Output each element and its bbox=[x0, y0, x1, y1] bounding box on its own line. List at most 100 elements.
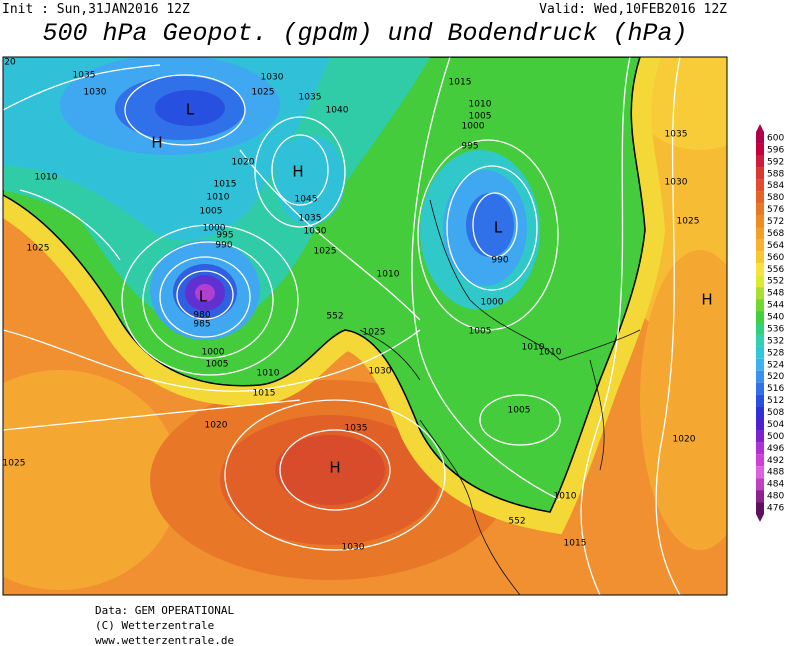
colorbar-label: 584 bbox=[767, 181, 784, 191]
contour-label: 1010 bbox=[554, 492, 577, 502]
colorbar-swatch bbox=[756, 382, 764, 395]
colorbar-label: 536 bbox=[767, 324, 784, 334]
colorbar-swatch bbox=[756, 358, 764, 371]
contour-label: 1030 bbox=[665, 178, 688, 188]
colorbar-swatch bbox=[756, 191, 764, 204]
colorbar-swatch bbox=[756, 227, 764, 240]
contour-label: 1010 bbox=[539, 348, 562, 358]
contour-label: 1005 bbox=[206, 360, 229, 370]
colorbar-label: 488 bbox=[767, 468, 784, 478]
contour-label: 1010 bbox=[377, 270, 400, 280]
colorbar-swatch bbox=[756, 143, 764, 156]
colorbar-swatch bbox=[756, 203, 764, 216]
colorbar-swatch bbox=[756, 132, 764, 144]
contour-label: 552 bbox=[508, 517, 525, 527]
colorbar-swatch bbox=[756, 490, 764, 503]
footer-line: Data: GEM OPERATIONAL bbox=[95, 604, 234, 617]
contour-label: 1025 bbox=[252, 88, 275, 98]
contour-label: 1025 bbox=[363, 328, 386, 338]
contour-label: 990 bbox=[491, 256, 508, 266]
init-time: Init : Sun,31JAN2016 12Z bbox=[2, 2, 190, 17]
contour-label: 20 bbox=[4, 58, 16, 68]
colorbar-label: 532 bbox=[767, 336, 784, 346]
contour-label: 1020 bbox=[205, 421, 228, 431]
colorbar-label: 544 bbox=[767, 301, 784, 311]
colorbar-label: 512 bbox=[767, 396, 784, 406]
contour-label: 1010 bbox=[35, 173, 58, 183]
contour-label: 995 bbox=[216, 231, 233, 241]
colorbar-label: 528 bbox=[767, 348, 784, 358]
contour-label: 1025 bbox=[314, 247, 337, 257]
contour-label: 1000 bbox=[203, 224, 226, 234]
colorbar-swatch bbox=[756, 239, 764, 252]
colorbar-label: 596 bbox=[767, 145, 784, 155]
contour-label: 1015 bbox=[253, 389, 276, 399]
colorbar-swatch bbox=[756, 406, 764, 419]
colorbar-swatch bbox=[756, 466, 764, 479]
contour-label: 1035 bbox=[299, 214, 322, 224]
contour-label: 1015 bbox=[449, 78, 472, 88]
contour-label: 1035 bbox=[299, 93, 322, 103]
colorbar-label: 576 bbox=[767, 205, 784, 215]
contour-label: 552 bbox=[326, 312, 343, 322]
contour-label: 1025 bbox=[677, 217, 700, 227]
colorbar-swatch bbox=[756, 346, 764, 359]
contour-label: 1010 bbox=[257, 369, 280, 379]
colorbar-label: 484 bbox=[767, 480, 784, 490]
contour-label: 1020 bbox=[673, 435, 696, 445]
colorbar-label: 508 bbox=[767, 408, 784, 418]
contour-label: 1035 bbox=[345, 424, 368, 434]
colorbar-swatch bbox=[756, 502, 764, 514]
contour-label: 1000 bbox=[462, 122, 485, 132]
colorbar-label: 564 bbox=[767, 241, 784, 251]
colorbar-label: 560 bbox=[767, 253, 784, 263]
colorbar-label: 588 bbox=[767, 169, 784, 179]
pressure-center: L bbox=[494, 219, 503, 237]
colorbar-arrow bbox=[756, 124, 764, 132]
contour-label: 990 bbox=[215, 241, 232, 251]
colorbar-label: 548 bbox=[767, 289, 784, 299]
footer-line: www.wetterzentrale.de bbox=[95, 634, 234, 646]
pressure-contours bbox=[3, 57, 681, 595]
pressure-center: H bbox=[329, 459, 340, 477]
contour-label: 1030 bbox=[342, 543, 365, 553]
pressure-center: H bbox=[292, 163, 303, 181]
contour-label: 1030 bbox=[304, 227, 327, 237]
contour-label: 1010 bbox=[469, 100, 492, 110]
colorbar-swatch bbox=[756, 334, 764, 347]
colorbar-label: 552 bbox=[767, 277, 784, 287]
colorbar-label: 496 bbox=[767, 444, 784, 454]
pressure-center: H bbox=[151, 134, 162, 152]
colorbar-swatch bbox=[756, 263, 764, 276]
colorbar-label: 476 bbox=[767, 504, 784, 514]
footer-line: (C) Wetterzentrale bbox=[95, 619, 214, 632]
contour-label: 1000 bbox=[481, 298, 504, 308]
colorbar-swatch bbox=[756, 323, 764, 335]
contour-label: 1015 bbox=[564, 539, 587, 549]
colorbar-swatch bbox=[756, 478, 764, 491]
colorbar: 600 596 592 588 584 580 576 572 568 564 560 556 552 5… bbox=[756, 124, 784, 522]
colorbar-label: 592 bbox=[767, 157, 784, 167]
colorbar-label: 568 bbox=[767, 229, 784, 239]
colorbar-swatch bbox=[756, 370, 764, 383]
colorbar-swatch bbox=[756, 454, 764, 467]
colorbar-swatch bbox=[756, 311, 764, 323]
colorbar-label: 492 bbox=[767, 456, 784, 466]
contour-label: 1015 bbox=[214, 180, 237, 190]
contour-label: 1010 bbox=[207, 193, 230, 203]
contour-label: 1005 bbox=[508, 406, 531, 416]
colorbar-label: 500 bbox=[767, 432, 784, 442]
contour-label: 995 bbox=[461, 142, 478, 152]
contour-label: 1020 bbox=[232, 158, 255, 168]
colorbar-label: 520 bbox=[767, 372, 784, 382]
contour-label: 1045 bbox=[295, 195, 318, 205]
contour-label: 1030 bbox=[261, 73, 284, 83]
colorbar-swatch bbox=[756, 167, 764, 180]
colorbar-swatch bbox=[756, 155, 764, 168]
colorbar-label: 580 bbox=[767, 193, 784, 203]
map-field bbox=[3, 57, 727, 595]
colorbar-swatch bbox=[756, 430, 764, 443]
colorbar-label: 600 bbox=[767, 133, 784, 143]
